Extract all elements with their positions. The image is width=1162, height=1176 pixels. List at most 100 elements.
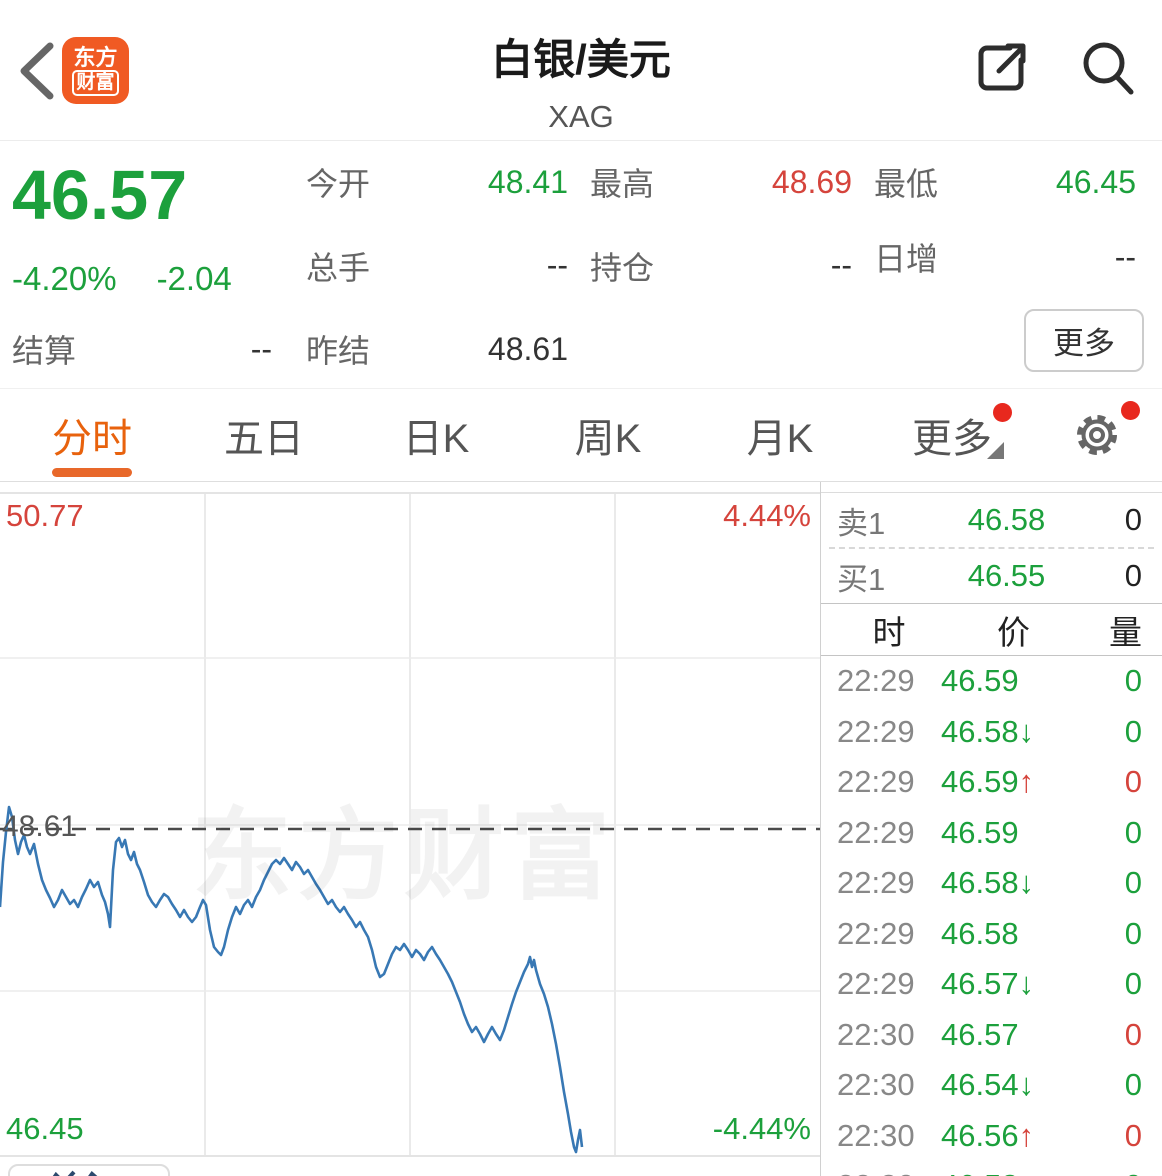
page-title: 白银/美元 xyxy=(491,36,671,83)
quote-field-label: 最高 xyxy=(590,166,655,202)
tick-volume: 0 xyxy=(1124,865,1142,901)
tick-price: 46.56↑ xyxy=(941,1117,1035,1153)
tab-label: 月K xyxy=(746,417,814,461)
tick-list[interactable]: 22:29 46.59 0 22:29 46.58↓ 0 22:29 46.59↑ 0 22:29… xyxy=(821,656,1162,1176)
tick-price: 46.59 xyxy=(941,814,1019,850)
tick-volume: 0 xyxy=(1124,1016,1142,1052)
symbol-code: XAG xyxy=(548,99,614,134)
ob-volume: 0 xyxy=(1124,558,1142,593)
tick-price: 46.53 xyxy=(941,1168,1086,1176)
tick-time: 22:29 xyxy=(837,764,915,800)
tab-label: 周K xyxy=(574,417,642,461)
tab-label: 五日 xyxy=(224,417,304,461)
tick-volume: 0 xyxy=(1124,764,1142,800)
tick-time: 22:29 xyxy=(837,814,915,850)
tick-time: 22:30 xyxy=(837,1117,915,1153)
title-block: 白银/美元 XAG xyxy=(200,26,962,135)
chevron-left-icon xyxy=(20,42,54,100)
tick-time: 22:30 xyxy=(837,1067,915,1103)
ob-price: 46.55 xyxy=(967,558,1046,593)
tick-volume: 0 xyxy=(1124,915,1142,951)
dropdown-caret-icon xyxy=(987,442,1004,459)
order-book: 卖1 46.58 0 买1 46.55 0 xyxy=(821,492,1162,604)
tick-price: 46.57 xyxy=(941,1016,1019,1052)
tick-time: 22:29 xyxy=(837,713,915,749)
ob-volume: 0 xyxy=(1124,502,1142,537)
axis-bottom-percent: -4.44% xyxy=(712,1111,811,1146)
axis-bottom-price: 46.45 xyxy=(6,1111,84,1146)
quote-field: 最高 48.69 xyxy=(580,159,864,205)
minute-chart[interactable]: 东方财富 50.77 4.44% 48.61 46.45 -4.44% xyxy=(0,492,821,1157)
quote-grid: 今开 48.41 总手 -- 昨结 48.61 最高 48.69 持仓 -- 最低 46.45 日增 --… xyxy=(296,159,1148,372)
tab-badge-dot xyxy=(993,403,1012,422)
quote-field-value: 48.69 xyxy=(771,163,852,200)
tab-label: 日K xyxy=(402,417,470,461)
quote-field-value: -- xyxy=(830,247,852,283)
tab-五日[interactable]: 五日 xyxy=(178,389,350,481)
quote-field-value: -- xyxy=(546,247,568,283)
right-panel[interactable]: 卖1 46.58 0 买1 46.55 0 时 价 量 22:29 46.59 0 22:29 4… xyxy=(820,482,1162,1176)
quote-column-1: 最高 48.69 持仓 -- xyxy=(580,159,864,372)
ob-label: 买1 xyxy=(837,561,886,597)
tick-direction-arrow-icon: ↓ xyxy=(1018,713,1035,749)
settle-label: 结算 xyxy=(12,333,77,369)
tick-direction-arrow-icon: ↑ xyxy=(1018,1117,1035,1153)
tick-direction-arrow-icon: ↓ xyxy=(1018,1067,1035,1103)
bid-row[interactable]: 买1 46.55 0 xyxy=(821,549,1162,603)
tick-price: 46.59 xyxy=(941,663,1019,699)
tick-direction-arrow-icon: ↓ xyxy=(1018,865,1035,901)
tab-分时[interactable]: 分时 xyxy=(6,389,178,481)
back-button[interactable] xyxy=(16,40,60,102)
price-change: -4.20% -2.04 xyxy=(12,260,296,298)
tab-月K[interactable]: 月K xyxy=(694,389,866,481)
tab-日K[interactable]: 日K xyxy=(350,389,522,481)
indicator-button-partial[interactable] xyxy=(8,1164,170,1176)
tick-price: 46.57↓ xyxy=(941,966,1035,1002)
change-percent: -4.20% xyxy=(12,259,117,297)
change-absolute: -2.04 xyxy=(156,259,232,297)
search-button[interactable] xyxy=(1076,36,1140,100)
tab-label: 更多 xyxy=(912,417,992,461)
quote-field-label: 最低 xyxy=(874,166,939,202)
tick-volume: 0 xyxy=(1124,713,1142,749)
quote-field-label: 日增 xyxy=(874,241,939,277)
chart-footer-strip xyxy=(0,1158,820,1176)
tick-price: 46.58↓ xyxy=(941,713,1035,749)
ob-price: 46.58 xyxy=(967,502,1046,537)
quote-field-label: 总手 xyxy=(306,249,371,286)
share-button[interactable] xyxy=(970,36,1034,100)
quote-summary: 46.57 -4.20% -2.04 结算 -- 今开 48.41 总手 -- 昨结 48… xyxy=(0,140,1162,388)
prev-settle-line-label: 48.61 xyxy=(2,810,78,843)
tick-row: 22:29 46.58 0 xyxy=(821,909,1162,960)
header-actions xyxy=(970,36,1140,100)
tab-周K[interactable]: 周K xyxy=(522,389,694,481)
tick-row: 22:29 46.57↓ 0 xyxy=(821,959,1162,1010)
tab-更多[interactable]: 更多 xyxy=(866,389,1038,481)
settings-button[interactable] xyxy=(1038,389,1156,481)
tick-row: 22:29 46.58↓ 0 xyxy=(821,858,1162,909)
tick-row: 22:30 46.57 0 xyxy=(821,1010,1162,1061)
quote-main: 46.57 -4.20% -2.04 结算 -- xyxy=(12,159,296,372)
settle-row: 结算 -- xyxy=(12,326,296,372)
tick-table-header: 时 价 量 xyxy=(821,604,1162,656)
tick-row: 22:29 46.59↑ 0 xyxy=(821,757,1162,808)
col-volume: 量 xyxy=(1109,613,1142,651)
gear-icon xyxy=(1077,415,1117,455)
settings-badge-dot xyxy=(1121,401,1140,420)
quote-field: 最低 46.45 xyxy=(864,159,1148,205)
tick-price: 46.54↓ xyxy=(941,1067,1035,1103)
ask-row[interactable]: 卖1 46.58 0 xyxy=(821,493,1162,547)
more-button[interactable]: 更多 xyxy=(1024,309,1144,372)
logo-text-top: 东方 xyxy=(73,45,118,70)
quote-field: 持仓 -- xyxy=(580,243,864,289)
last-price: 46.57 xyxy=(12,156,188,234)
tick-direction-arrow-icon: ↓ xyxy=(1018,966,1035,1002)
tick-row: 22:30 46.56↑ 0 xyxy=(821,1111,1162,1162)
tick-volume: 0 xyxy=(1124,1067,1142,1103)
tick-volume: 0 xyxy=(1086,1168,1142,1176)
quote-filler xyxy=(580,326,864,372)
tick-time: 22:30 xyxy=(837,1016,915,1052)
chart-canvas xyxy=(0,492,820,1157)
ob-label: 卖1 xyxy=(837,505,886,541)
